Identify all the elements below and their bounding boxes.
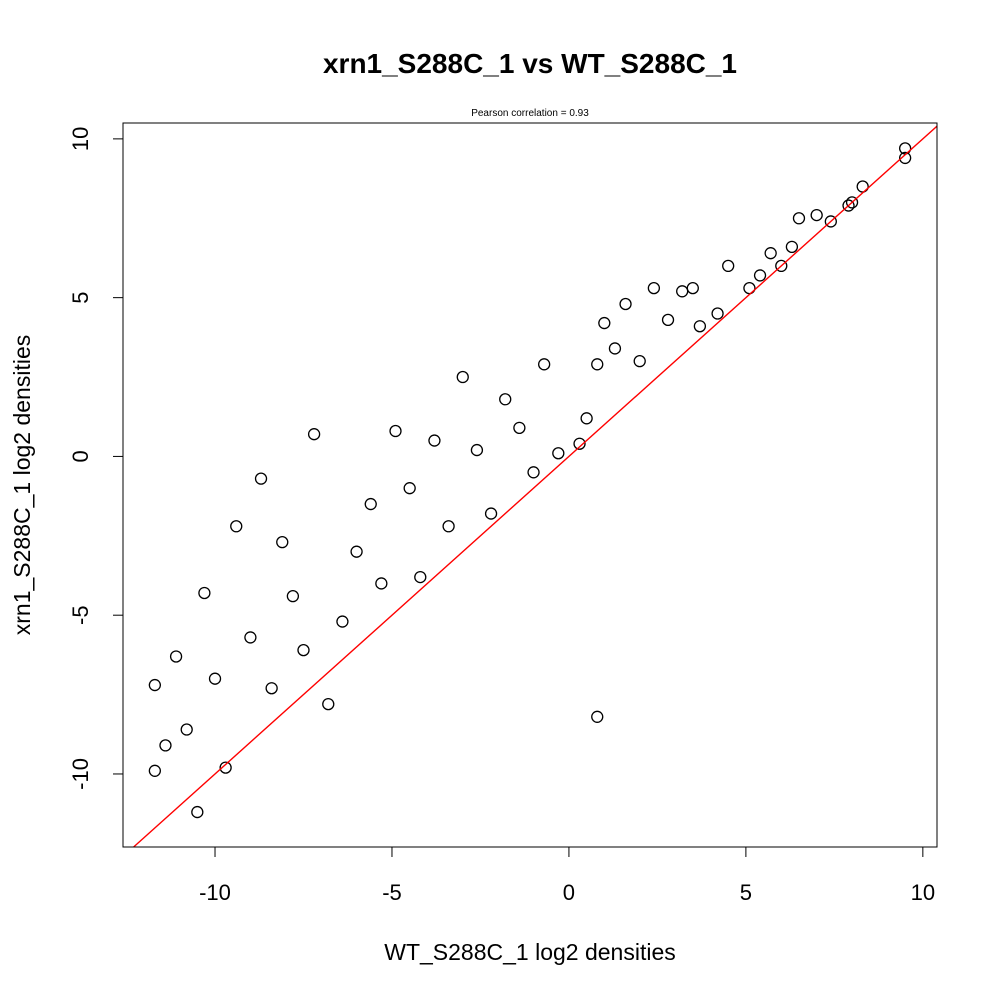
data-point xyxy=(686,281,699,295)
data-point xyxy=(169,650,183,663)
data-point xyxy=(552,447,565,460)
data-point xyxy=(661,313,675,327)
data-point xyxy=(856,180,869,193)
identity-line-group xyxy=(133,125,938,848)
data-point xyxy=(824,215,837,228)
data-point xyxy=(244,631,257,644)
data-point xyxy=(898,151,912,165)
data-point xyxy=(598,316,611,330)
data-point xyxy=(198,586,211,600)
data-point xyxy=(845,196,859,209)
data-point xyxy=(297,643,310,657)
data-point xyxy=(148,678,162,692)
data-point xyxy=(743,281,756,295)
y-axis-label: xrn1_S288C_1 log2 densities xyxy=(9,335,35,635)
data-point xyxy=(722,259,735,273)
data-point xyxy=(208,672,222,685)
data-point xyxy=(573,437,586,450)
data-point xyxy=(364,497,377,511)
data-point xyxy=(322,697,335,711)
data-point xyxy=(785,240,799,253)
data-point xyxy=(619,297,632,311)
y-axis: -10 -5 0 5 10 xyxy=(68,127,124,790)
data-point xyxy=(389,424,402,438)
chart-title: xrn1_S288C_1 vs WT_S288C_1 xyxy=(323,48,737,79)
identity-line xyxy=(133,125,938,848)
data-point xyxy=(538,358,551,371)
data-point xyxy=(580,412,593,425)
data-point xyxy=(428,434,441,447)
data-point xyxy=(265,682,278,695)
x-axis: -10 -5 0 5 10 xyxy=(199,846,935,905)
data-point xyxy=(591,710,604,723)
data-point xyxy=(276,536,289,549)
data-point xyxy=(307,428,321,441)
y-tick-label: 5 xyxy=(68,292,93,304)
data-point xyxy=(513,421,526,434)
data-point xyxy=(180,723,193,736)
data-point xyxy=(350,545,363,558)
data-point xyxy=(591,358,604,371)
x-tick-label: -5 xyxy=(382,880,402,905)
data-point xyxy=(375,577,388,590)
chart-subtitle: Pearson correlation = 0.93 xyxy=(471,108,589,119)
x-tick-label: 10 xyxy=(911,880,935,905)
y-tick-label: 0 xyxy=(68,450,93,462)
data-point xyxy=(676,285,689,298)
data-point xyxy=(219,761,232,774)
data-point xyxy=(442,520,455,533)
data-point xyxy=(403,482,416,495)
x-tick-label: 5 xyxy=(740,880,752,905)
x-tick-label: -10 xyxy=(199,880,231,905)
data-point xyxy=(148,764,162,777)
data-point xyxy=(230,520,243,533)
data-point xyxy=(792,212,806,225)
data-point xyxy=(842,199,855,212)
data-point xyxy=(254,472,268,485)
plot-frame xyxy=(122,122,938,848)
data-point xyxy=(775,259,788,273)
data-point xyxy=(159,739,172,752)
data-point xyxy=(414,570,427,584)
data-point xyxy=(764,247,777,260)
data-point xyxy=(286,589,300,603)
data-point xyxy=(753,269,767,282)
y-tick-label: 10 xyxy=(68,127,93,151)
data-point xyxy=(191,805,204,819)
data-point xyxy=(711,307,724,320)
data-point xyxy=(693,320,707,333)
y-tick-label: -10 xyxy=(68,758,93,790)
data-point xyxy=(456,370,469,384)
data-point xyxy=(608,342,622,355)
data-point xyxy=(499,393,512,406)
data-point xyxy=(470,443,484,457)
y-tick-label: -5 xyxy=(68,605,93,625)
data-points xyxy=(148,142,912,819)
data-point xyxy=(647,281,661,295)
data-point xyxy=(527,466,540,479)
data-point xyxy=(810,208,823,222)
data-point xyxy=(484,507,498,520)
x-axis-label: WT_S288C_1 log2 densities xyxy=(384,939,676,965)
x-tick-label: 0 xyxy=(563,880,575,905)
data-point xyxy=(336,615,349,628)
data-point xyxy=(633,355,646,368)
